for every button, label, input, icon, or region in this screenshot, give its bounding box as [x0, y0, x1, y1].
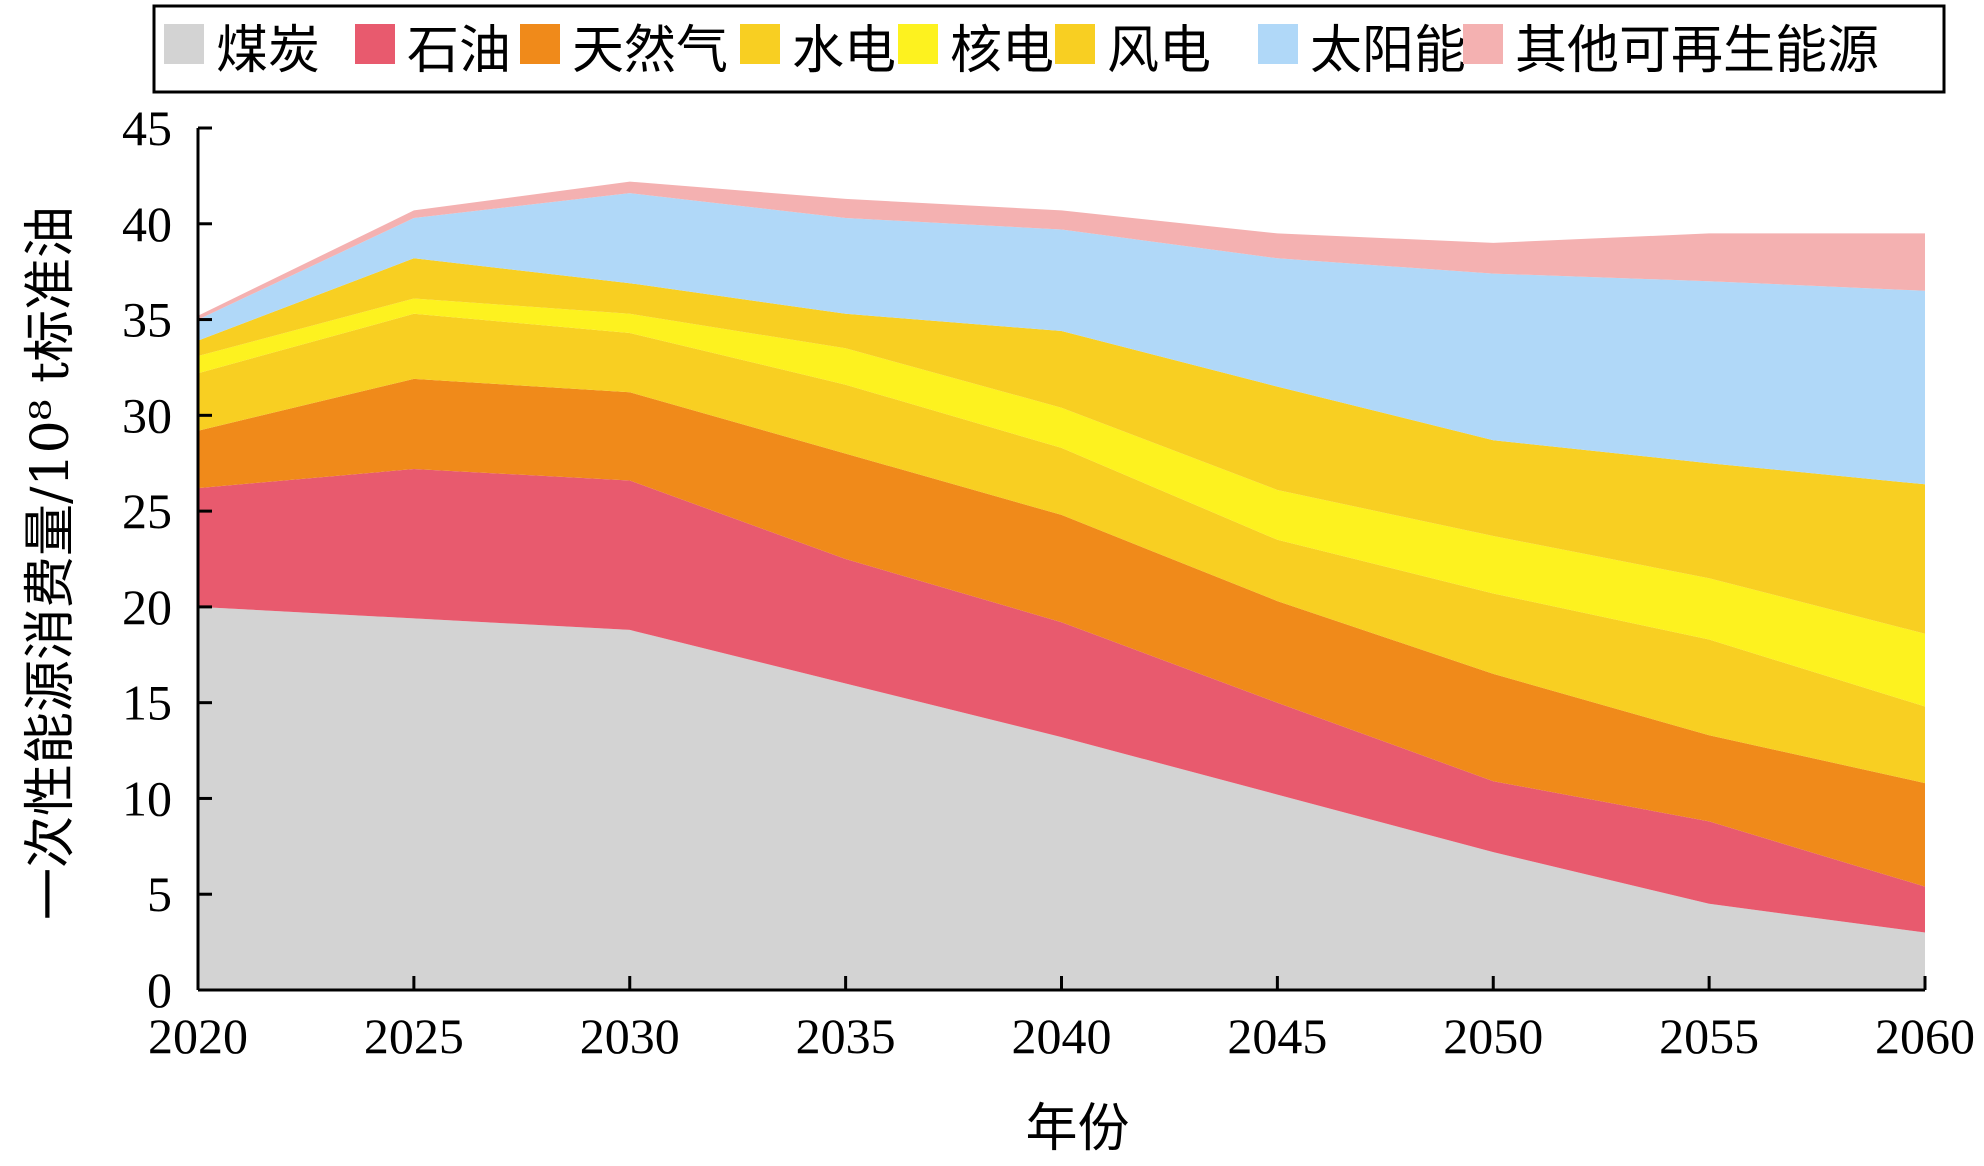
x-tick-label: 2035 [796, 1008, 896, 1064]
x-tick-label: 2030 [580, 1008, 680, 1064]
legend-swatch-7 [1463, 24, 1503, 64]
legend: 煤炭 石油 天然气 水电 核电 风电 太阳能 其他可再生能源 [152, 4, 1946, 94]
legend-label-7: 其他可再生能源 [1515, 21, 1879, 81]
y-axis-title: 一次性能源消费量/10⁸ t标准油 [21, 206, 81, 920]
x-tick-label: 2045 [1227, 1008, 1327, 1064]
stacked-areas [198, 181, 1925, 990]
x-axis-title: 年份 [1025, 1099, 1129, 1159]
x-tick-label: 2060 [1875, 1008, 1975, 1064]
legend-swatch-1 [355, 24, 395, 64]
area-series-7 [198, 181, 1925, 320]
area-series-0 [198, 606, 1925, 990]
y-tick-label: 30 [122, 387, 172, 443]
legend-box [152, 4, 1946, 94]
area-series-6 [198, 193, 1925, 485]
x-tick-label: 2020 [148, 1008, 248, 1064]
x-tick-label: 2055 [1659, 1008, 1759, 1064]
area-series-5 [198, 258, 1925, 634]
area-series-3 [198, 313, 1925, 784]
area-series-1 [198, 469, 1925, 933]
y-axis-ticks: 0 5 10 15 20 25 30 35 40 45 [122, 100, 212, 1018]
legend-label-3: 水电 [792, 21, 896, 81]
legend-swatch-3 [740, 24, 780, 64]
y-tick-label: 20 [122, 579, 172, 635]
y-tick-label: 15 [122, 675, 172, 731]
x-axis-ticks: 2020 2025 2030 2035 2040 2045 2050 2055 2060 [148, 976, 1975, 1064]
y-tick-label: 10 [122, 770, 172, 826]
legend-swatch-6 [1258, 24, 1298, 64]
x-tick-label: 2025 [364, 1008, 464, 1064]
y-tick-label: 0 [147, 962, 172, 1018]
legend-swatch-4 [898, 24, 938, 64]
legend-label-1: 石油 [407, 21, 511, 81]
y-tick-label: 45 [122, 100, 172, 156]
y-tick-label: 5 [147, 866, 172, 922]
legend-label-5: 风电 [1107, 21, 1211, 81]
y-tick-label: 25 [122, 483, 172, 539]
area-series-2 [198, 378, 1925, 887]
legend-label-6: 太阳能 [1310, 21, 1466, 81]
legend-swatch-2 [520, 24, 560, 64]
y-tick-label: 35 [122, 292, 172, 348]
legend-label-2: 天然气 [572, 21, 728, 81]
legend-swatch-5 [1055, 24, 1095, 64]
legend-label-4: 核电 [950, 21, 1054, 81]
y-tick-label: 40 [122, 196, 172, 252]
x-tick-label: 2050 [1443, 1008, 1543, 1064]
x-tick-label: 2040 [1012, 1008, 1112, 1064]
legend-swatch-0 [164, 24, 204, 64]
legend-label-0: 煤炭 [216, 21, 320, 81]
